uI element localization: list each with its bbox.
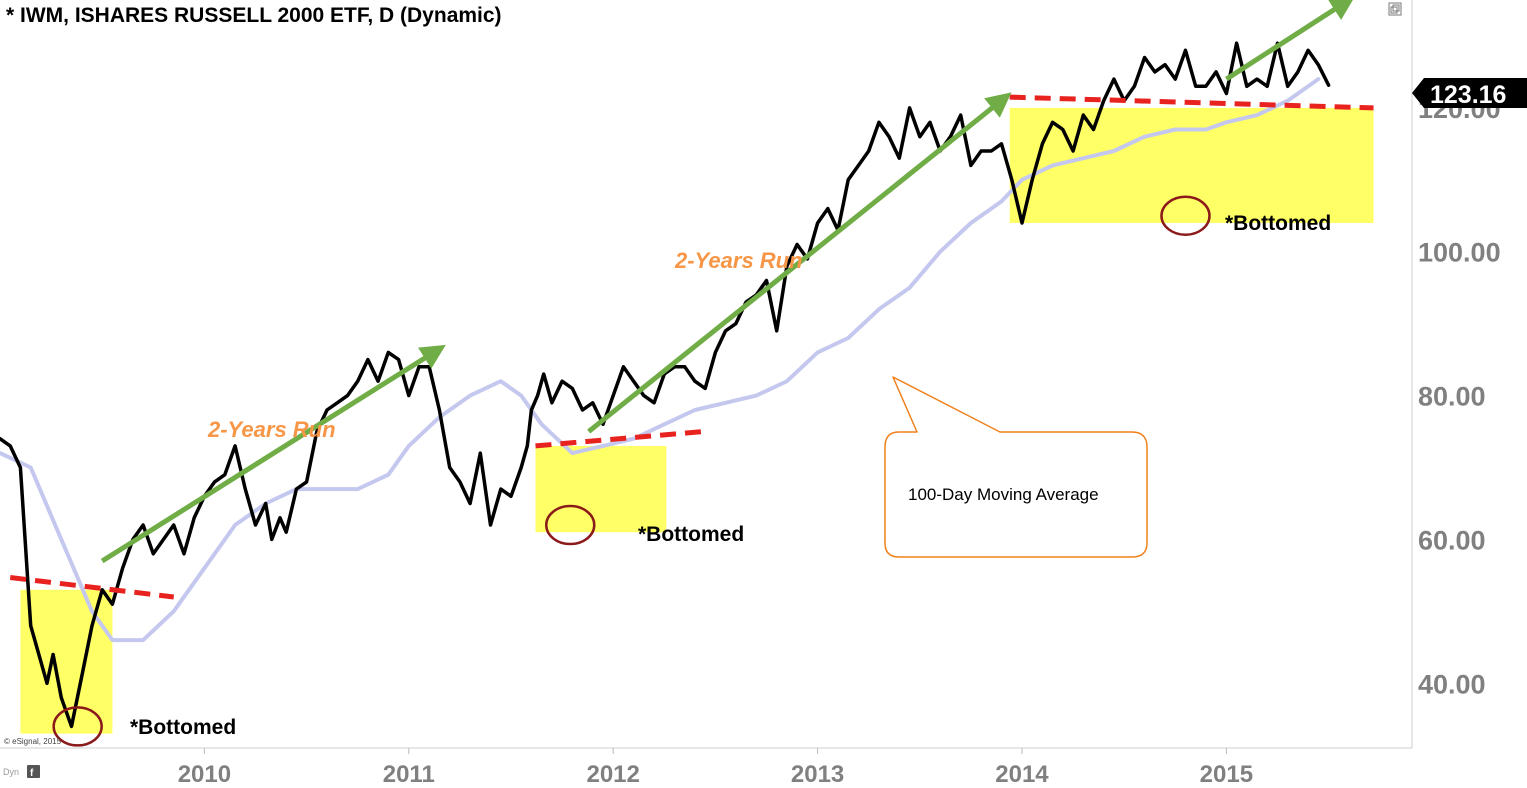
moving-average-layer xyxy=(0,77,1321,643)
resistance-lines xyxy=(9,94,1374,600)
y-tick-label-100: 100.00 xyxy=(1418,238,1501,268)
accumulation-zone-3 xyxy=(1009,107,1374,223)
run-arrows xyxy=(100,0,1356,564)
x-tick-label-2015: 2015 xyxy=(1200,761,1253,788)
restore-window-icon[interactable] xyxy=(1388,2,1402,16)
run-arrow-3 xyxy=(1225,0,1356,82)
svg-text:f: f xyxy=(30,768,34,779)
x-axis-ticks: 2010 2011 2012 2013 2014 2015 xyxy=(178,748,1253,788)
moving-average-callout: 100-Day Moving Average xyxy=(884,376,1148,558)
run-label-1: 2-Years Run xyxy=(207,417,336,442)
bottom-circles xyxy=(52,195,1211,747)
chart-title: * IWM, ISHARES RUSSELL 2000 ETF, D (Dyna… xyxy=(6,4,502,27)
last-price-value: 123.16 xyxy=(1430,81,1506,109)
y-tick-label-80: 80.00 xyxy=(1418,382,1486,412)
callout-text: 100-Day Moving Average xyxy=(908,485,1099,504)
dynamic-mode-label: Dyn xyxy=(3,767,19,777)
y-tick-label-40: 40.00 xyxy=(1418,669,1486,699)
f-badge-icon[interactable]: f xyxy=(27,765,40,779)
bottom-label-3: *Bottomed xyxy=(1225,212,1331,235)
bottom-circle-3 xyxy=(1160,195,1211,237)
resistance-line-2 xyxy=(535,429,704,449)
last-price-tag: 123.16 xyxy=(1412,78,1527,109)
accumulation-zone-2 xyxy=(535,445,667,533)
bottom-label-1: *Bottomed xyxy=(130,716,236,739)
copyright-text: © eSignal, 2015 xyxy=(4,737,62,746)
moving-average-line xyxy=(0,77,1321,643)
run-arrow-2 xyxy=(587,92,1012,434)
x-tick-label-2011: 2011 xyxy=(383,761,435,788)
x-tick-label-2010: 2010 xyxy=(178,761,231,788)
price-layer xyxy=(0,41,1331,729)
resistance-line-1 xyxy=(9,575,175,600)
run-arrow-1 xyxy=(100,344,446,564)
bottom-circle-1 xyxy=(52,706,103,747)
bottom-circle-2 xyxy=(545,504,596,546)
price-line xyxy=(0,41,1331,729)
resistance-line-3 xyxy=(1009,94,1374,111)
x-tick-label-2012: 2012 xyxy=(586,761,639,788)
y-tick-label-60: 60.00 xyxy=(1418,525,1486,555)
x-tick-label-2013: 2013 xyxy=(791,761,844,788)
run-label-2: 2-Years Run xyxy=(674,248,803,273)
x-tick-label-2014: 2014 xyxy=(995,761,1049,788)
bottom-label-2: *Bottomed xyxy=(638,523,744,546)
